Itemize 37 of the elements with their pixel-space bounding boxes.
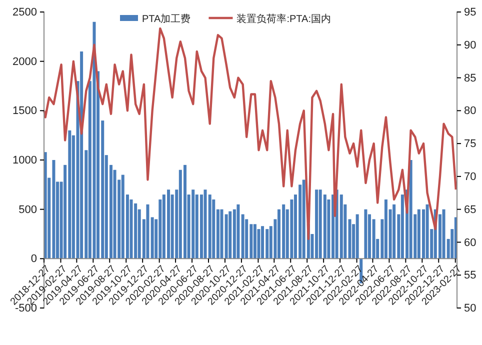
- bar: [150, 217, 154, 259]
- bar: [192, 190, 195, 259]
- legend-label: PTA加工费: [142, 13, 191, 25]
- bar: [356, 214, 359, 259]
- bar: [253, 224, 256, 259]
- y-tick-label: 1000: [12, 154, 37, 167]
- y2-tick-label: 75: [464, 138, 476, 150]
- y2-tick-label: 50: [464, 302, 476, 315]
- bar: [80, 51, 84, 259]
- bar: [146, 204, 150, 259]
- bar: [220, 209, 224, 259]
- line-series: [42, 27, 458, 240]
- y2-tick-label: 85: [464, 72, 476, 84]
- bar: [392, 204, 396, 259]
- y2-tick-label: 80: [464, 105, 476, 118]
- y-tick-label: 2000: [12, 56, 37, 68]
- y2-tick-label: 60: [464, 236, 476, 249]
- bar: [426, 204, 429, 259]
- y2-tick-label: 55: [464, 270, 476, 282]
- y-tick-label: 2500: [12, 6, 37, 19]
- y2-tick-label: 90: [464, 39, 476, 52]
- bar: [348, 219, 352, 259]
- legend-label: 装置负荷率:PTA:国内: [236, 13, 331, 25]
- bar: [92, 22, 96, 259]
- y-tick-label: 0: [30, 253, 37, 266]
- y2-tick-label: 95: [464, 6, 476, 19]
- y2-tick-label: 70: [464, 170, 476, 183]
- bar: [261, 226, 264, 259]
- bar: [236, 204, 240, 259]
- bar: [364, 209, 368, 259]
- bar: [241, 214, 244, 259]
- bar: [228, 211, 232, 259]
- y2-tick-label: 65: [464, 204, 476, 216]
- bar: [224, 214, 228, 259]
- y-tick-label: 1500: [12, 105, 37, 118]
- bar: [409, 160, 412, 259]
- y-tick-label: 500: [18, 204, 37, 216]
